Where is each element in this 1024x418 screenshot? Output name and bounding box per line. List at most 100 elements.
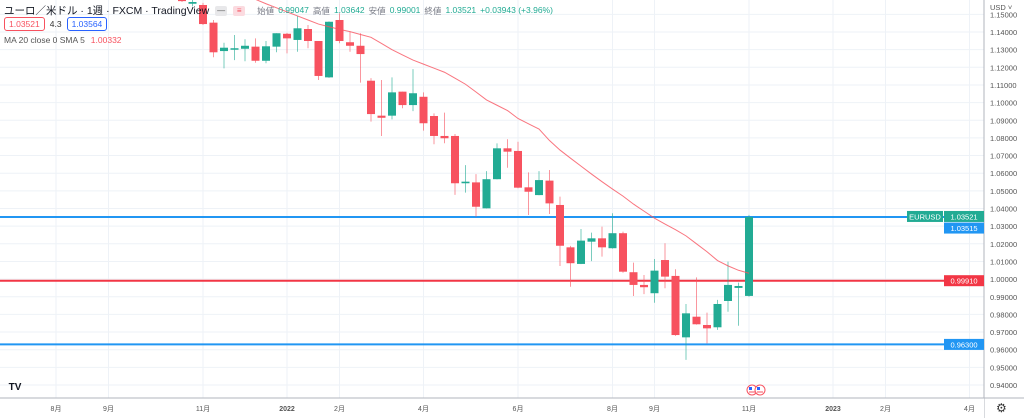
candle-body — [692, 316, 701, 325]
candle — [251, 38, 260, 63]
flag-canton — [757, 387, 760, 390]
candle — [325, 21, 333, 78]
candle-body — [734, 285, 743, 288]
sell-button[interactable]: 1.03521 — [4, 17, 45, 31]
x-tick-label: 11月 — [196, 405, 210, 413]
candle-body — [493, 148, 501, 180]
candle — [629, 262, 638, 297]
close-label: 終値 — [424, 5, 442, 16]
y-tick-label: 0.95000 — [990, 363, 1017, 372]
menu-button[interactable]: ≡ — [233, 5, 246, 16]
candle-body — [199, 4, 207, 25]
candle — [472, 174, 480, 217]
gear-icon[interactable]: ⚙ — [996, 401, 1007, 415]
candle — [440, 112, 449, 144]
buy-button[interactable]: 1.03564 — [66, 17, 108, 31]
candle-body — [461, 181, 470, 184]
candle — [671, 269, 680, 336]
candle-body — [220, 47, 228, 52]
candle-body — [545, 180, 554, 204]
y-tick-label: 0.94000 — [990, 381, 1017, 390]
y-tick-label: 1.14000 — [990, 28, 1017, 37]
y-tick-label: 1.07000 — [990, 152, 1017, 161]
price-axis — [984, 0, 1024, 418]
candle-body — [262, 46, 270, 61]
open-label: 始値 — [257, 5, 275, 16]
line-price-label: 0.99910 — [950, 277, 977, 286]
y-tick-label: 1.05000 — [990, 187, 1017, 196]
y-tick-label: 1.12000 — [990, 63, 1017, 72]
candle — [482, 171, 491, 209]
candle — [661, 243, 669, 289]
open-value: 0.99047 — [278, 4, 309, 15]
candle-body — [241, 45, 249, 49]
candle-body — [629, 272, 638, 285]
candle — [682, 303, 690, 360]
y-tick-label: 0.99000 — [990, 293, 1017, 302]
candle-body — [335, 19, 344, 42]
candle-body — [556, 204, 564, 246]
x-tick-label: 8月 — [51, 405, 62, 413]
candle — [734, 282, 743, 326]
candle — [314, 41, 323, 81]
line-price-label: 1.03515 — [950, 224, 977, 233]
last-price-label-bg — [944, 210, 984, 222]
candle-body — [713, 303, 722, 328]
candle-body — [745, 216, 753, 296]
candle-body — [682, 313, 690, 338]
candle — [577, 228, 585, 265]
x-tick-label: 2023 — [825, 406, 841, 413]
candle — [356, 33, 365, 83]
candle-body — [388, 92, 396, 116]
y-tick-label: 1.04000 — [990, 205, 1017, 214]
candle — [188, 0, 197, 7]
candle — [398, 91, 407, 109]
candle — [587, 232, 596, 262]
candle-body — [566, 247, 575, 264]
candle-body — [472, 182, 480, 207]
candle — [650, 258, 659, 303]
candle — [209, 19, 218, 58]
x-tick-label: 9月 — [649, 405, 660, 413]
y-tick-label: 0.97000 — [990, 328, 1017, 337]
candle-body — [367, 80, 375, 115]
candle-body — [514, 150, 522, 188]
candle — [724, 261, 732, 312]
candle-body — [430, 116, 438, 136]
symbol-title[interactable]: ユーロ／米ドル · 1週 · FXCM · TradingView — [4, 5, 210, 17]
high-label: 高値 — [312, 5, 330, 16]
y-tick-label: 1.00000 — [990, 275, 1017, 284]
candle-body — [346, 42, 354, 46]
time-axis — [0, 398, 984, 418]
candle-body — [251, 46, 260, 61]
candle-body — [409, 93, 417, 106]
candle-body — [650, 270, 659, 294]
candle — [304, 24, 312, 49]
candle — [367, 78, 375, 122]
ma-legend[interactable]: MA 20 close 0 SMA 5 1.00332 — [4, 35, 122, 45]
candle — [640, 275, 648, 295]
symbol-label: EURUSD — [909, 212, 941, 221]
tradingview-logo-icon[interactable]: TV — [8, 382, 22, 393]
candle-body — [419, 96, 428, 124]
ma-label: MA 20 close 0 SMA 5 — [4, 35, 85, 45]
candle-body — [661, 260, 669, 277]
candle — [692, 277, 701, 325]
candle-body — [524, 187, 533, 192]
minimize-button[interactable]: — — [215, 5, 228, 16]
line-price-label-bg — [944, 338, 984, 350]
candle — [335, 13, 344, 44]
candle — [608, 213, 617, 249]
y-tick-label: 1.06000 — [990, 169, 1017, 178]
us-flag-event-icon — [754, 384, 766, 396]
currency-selector[interactable]: USD ˅ — [990, 3, 1013, 12]
candle — [451, 134, 459, 195]
candle-body — [703, 324, 711, 329]
candle — [377, 80, 386, 136]
candle — [703, 312, 711, 344]
candle — [503, 139, 512, 168]
candle — [230, 35, 239, 61]
y-tick-label: 1.01000 — [990, 257, 1017, 266]
y-tick-label: 0.98000 — [990, 310, 1017, 319]
